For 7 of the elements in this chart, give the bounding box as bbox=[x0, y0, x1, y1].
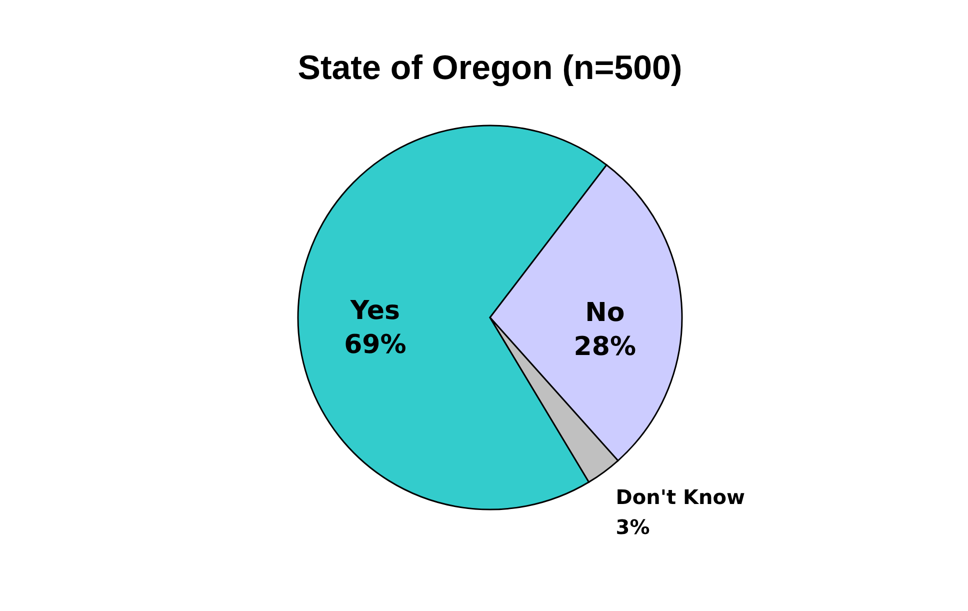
chart-title: State of Oregon (n=500) bbox=[298, 49, 682, 87]
data-label: 69% bbox=[344, 330, 406, 360]
slice-label: Yes bbox=[349, 296, 400, 326]
slice-label: No bbox=[585, 298, 625, 328]
data-label: 3% bbox=[616, 515, 650, 540]
slice-label: Don't Know bbox=[616, 485, 745, 510]
data-label: 28% bbox=[574, 332, 636, 362]
